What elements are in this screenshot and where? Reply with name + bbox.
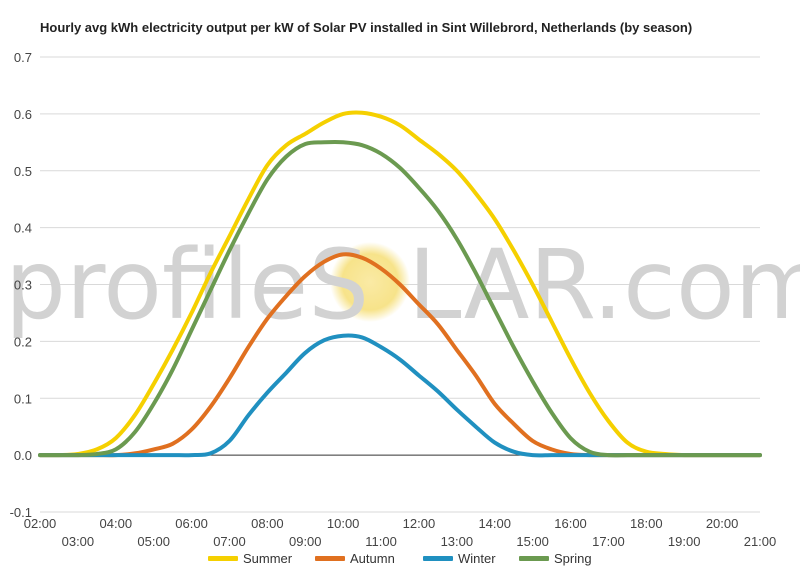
y-tick-label: 0.4 bbox=[14, 221, 32, 236]
legend-label-winter: Winter bbox=[458, 551, 496, 566]
x-tick-label: 15:00 bbox=[516, 534, 549, 549]
x-tick-label: 02:00 bbox=[24, 516, 57, 531]
series-lines bbox=[38, 110, 762, 458]
series-line-spring bbox=[38, 140, 762, 458]
y-tick-label: 0.3 bbox=[14, 278, 32, 293]
x-tick-label: 09:00 bbox=[289, 534, 322, 549]
y-tick-label: 0.6 bbox=[14, 107, 32, 122]
x-tick-label: 07:00 bbox=[213, 534, 246, 549]
y-tick-label: 0.2 bbox=[14, 334, 32, 349]
x-tick-label: 17:00 bbox=[592, 534, 625, 549]
x-tick-label: 19:00 bbox=[668, 534, 701, 549]
axes: -0.1 0.0 0.1 0.2 0.3 0.4 0.5 0.6 0.7 02:00 04:00 06… bbox=[10, 50, 777, 549]
chart-title: Hourly avg kWh electricity output per kW… bbox=[40, 20, 693, 35]
y-tick-label: 0.7 bbox=[14, 50, 32, 65]
x-tick-label: 16:00 bbox=[554, 516, 587, 531]
legend-label-autumn: Autumn bbox=[350, 551, 395, 566]
legend-swatch-spring bbox=[519, 556, 549, 561]
x-tick-label: 14:00 bbox=[478, 516, 511, 531]
x-tick-label: 18:00 bbox=[630, 516, 663, 531]
x-tick-label: 11:00 bbox=[365, 534, 397, 549]
y-tick-label: 0.5 bbox=[14, 164, 32, 179]
x-tick-label: 12:00 bbox=[403, 516, 436, 531]
y-tick-label: -0.1 bbox=[10, 505, 32, 520]
x-tick-label: 13:00 bbox=[441, 534, 474, 549]
y-tick-label: 0.1 bbox=[14, 391, 32, 406]
sun-logo-icon bbox=[330, 242, 410, 322]
x-tick-label: 20:00 bbox=[706, 516, 739, 531]
legend-swatch-winter bbox=[423, 556, 453, 561]
x-tick-label: 10:00 bbox=[327, 516, 360, 531]
legend-swatch-summer bbox=[208, 556, 238, 561]
x-tick-label: 21:00 bbox=[744, 534, 777, 549]
x-tick-label: 04:00 bbox=[100, 516, 133, 531]
legend: Summer Autumn Winter Spring bbox=[208, 551, 592, 566]
x-tick-label: 08:00 bbox=[251, 516, 284, 531]
series-line-summer bbox=[38, 110, 762, 458]
x-tick-label: 05:00 bbox=[137, 534, 170, 549]
y-tick-label: 0.0 bbox=[14, 448, 32, 463]
x-tick-label: 06:00 bbox=[175, 516, 208, 531]
legend-label-summer: Summer bbox=[243, 551, 293, 566]
legend-swatch-autumn bbox=[315, 556, 345, 561]
watermark-text-right: LAR.com bbox=[408, 229, 800, 341]
legend-label-spring: Spring bbox=[554, 551, 592, 566]
x-tick-label: 03:00 bbox=[62, 534, 95, 549]
